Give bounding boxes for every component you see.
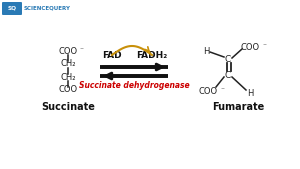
Text: CH₂: CH₂ xyxy=(60,59,76,68)
Text: COO: COO xyxy=(198,87,218,95)
Text: ⁻: ⁻ xyxy=(79,84,83,93)
Text: Succinate: Succinate xyxy=(41,102,95,112)
Text: FADH₂: FADH₂ xyxy=(136,52,168,61)
FancyBboxPatch shape xyxy=(2,2,22,15)
Text: CH₂: CH₂ xyxy=(60,73,76,81)
Text: Succinate dehydrogenase: Succinate dehydrogenase xyxy=(79,81,189,91)
Text: COO: COO xyxy=(240,42,260,52)
Text: C: C xyxy=(225,70,231,79)
Text: COO: COO xyxy=(58,86,78,94)
Text: ⁻: ⁻ xyxy=(220,85,224,94)
Text: ⁻: ⁻ xyxy=(79,45,83,54)
Text: ⁻: ⁻ xyxy=(262,41,266,50)
Text: FAD: FAD xyxy=(102,52,122,61)
Text: Fumarate: Fumarate xyxy=(212,102,264,112)
Text: H: H xyxy=(203,46,209,55)
Text: SCIENCEQUERY: SCIENCEQUERY xyxy=(24,6,71,11)
Text: SQ: SQ xyxy=(8,6,16,11)
Text: H: H xyxy=(247,89,253,98)
Text: C: C xyxy=(225,54,231,64)
Text: COO: COO xyxy=(58,46,78,55)
